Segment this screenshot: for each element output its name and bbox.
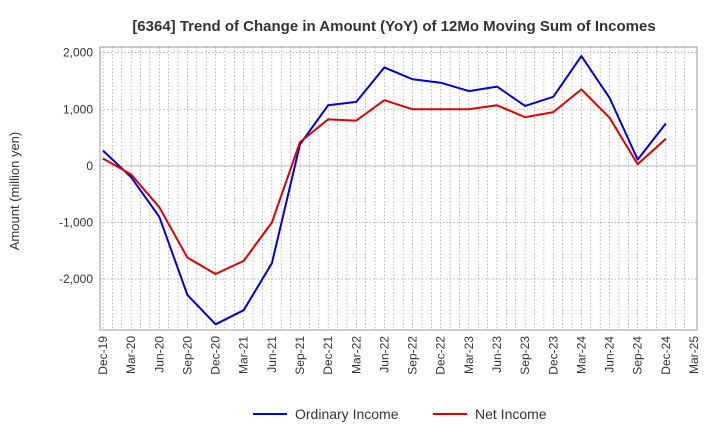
x-tick-label: Dec-22 xyxy=(434,336,448,375)
y-tick-label: 0 xyxy=(86,159,93,173)
y-tick-label: -1,000 xyxy=(59,215,93,229)
x-tick-label: Sep-22 xyxy=(406,336,420,375)
y-tick-label: -2,000 xyxy=(59,272,93,286)
x-tick-label: Sep-20 xyxy=(180,336,194,375)
x-tick-label: Mar-25 xyxy=(687,336,701,374)
x-tick-label: Jun-22 xyxy=(377,336,391,373)
x-tick-label: Jun-20 xyxy=(152,336,166,373)
x-tick-label: Mar-21 xyxy=(237,336,251,374)
x-tick-label: Mar-22 xyxy=(349,336,363,374)
x-tick-label: Dec-21 xyxy=(321,336,335,375)
x-tick-label: Jun-24 xyxy=(603,336,617,373)
series-line-net-income xyxy=(102,88,667,275)
y-axis-label: Amount (million yen) xyxy=(7,132,22,251)
x-tick-label: Mar-23 xyxy=(462,336,476,374)
x-tick-label: Jun-23 xyxy=(490,336,504,373)
x-tick-label: Sep-21 xyxy=(293,336,307,375)
y-axis-ticks: 2,000 1,000 0 -1,000 -2,000 xyxy=(59,46,93,286)
x-tick-label: Sep-24 xyxy=(631,336,645,375)
series-lines xyxy=(102,55,667,326)
x-tick-label: Mar-24 xyxy=(574,336,588,374)
x-tick-label: Jun-21 xyxy=(265,336,279,373)
x-tick-label: Dec-19 xyxy=(96,336,110,375)
x-tick-label: Dec-23 xyxy=(546,336,560,375)
legend: Ordinary Income Net Income xyxy=(253,406,547,422)
y-tick-label: 2,000 xyxy=(63,46,93,60)
chart-title: [6364] Trend of Change in Amount (YoY) o… xyxy=(132,18,655,35)
x-tick-label: Sep-23 xyxy=(518,336,532,375)
x-axis-ticks: Dec-19 Mar-20 Jun-20 Sep-20 Dec-20 Mar-21 Jun-… xyxy=(96,336,701,375)
x-tick-label: Mar-20 xyxy=(124,336,138,374)
x-tick-label: Dec-24 xyxy=(659,336,673,375)
x-tick-label: Dec-20 xyxy=(209,336,223,375)
legend-label: Net Income xyxy=(475,406,547,422)
legend-label: Ordinary Income xyxy=(295,406,399,422)
y-tick-label: 1,000 xyxy=(63,102,93,116)
plot-area xyxy=(99,46,698,331)
grid-lines xyxy=(100,47,697,330)
series-line-ordinary-income xyxy=(102,55,667,326)
